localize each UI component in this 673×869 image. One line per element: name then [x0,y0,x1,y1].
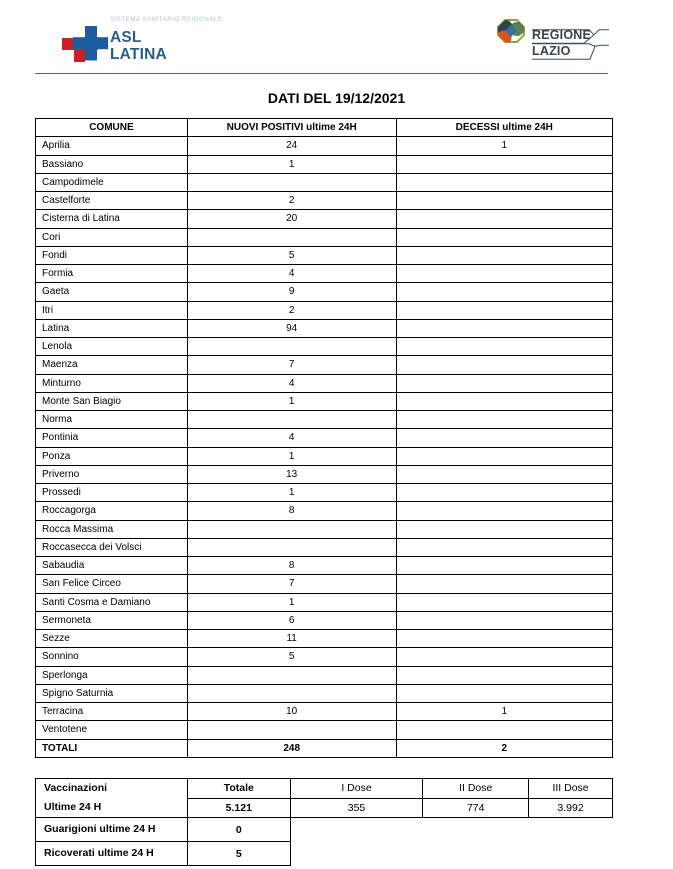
svg-text:LAZIO: LAZIO [532,44,571,58]
svg-text:REGIONE: REGIONE [532,28,591,42]
